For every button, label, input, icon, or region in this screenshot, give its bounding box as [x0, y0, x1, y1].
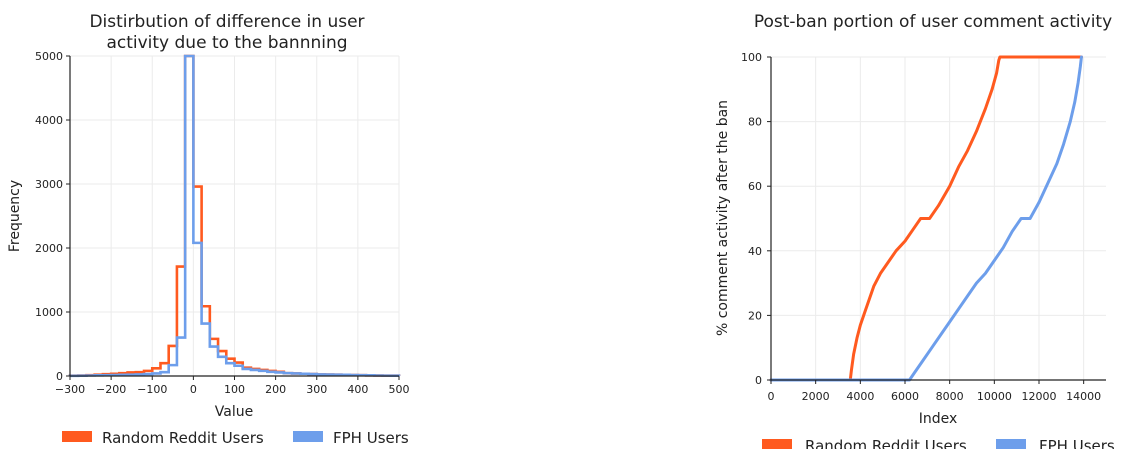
line-series-random-reddit-users — [769, 55, 1083, 382]
histogram-x-tick-label: 200 — [265, 383, 286, 396]
line-chart-y-tick-label: 100 — [741, 51, 762, 64]
line-chart-x-tick-label: 0 — [768, 390, 775, 403]
line-chart-y-tick-label: 60 — [748, 180, 762, 193]
line-chart-ticks: 0 2000 4000 6000 8000 10000 12000 14000 0 20 40 60 8… — [741, 51, 1101, 403]
legend-swatch-fph-users — [293, 431, 323, 442]
histogram-step-fph-users — [68, 54, 401, 378]
histogram-y-tick-label: 5000 — [35, 50, 63, 63]
line-chart-x-tick-label: 8000 — [936, 390, 964, 403]
histogram-y-tick-label: 0 — [56, 370, 63, 383]
histogram-x-tick-label: 400 — [347, 383, 368, 396]
line-chart-y-axis-label: % comment activity after the ban — [715, 100, 731, 336]
line-chart-legend: Random Reddit Users FPH Users — [762, 437, 1115, 449]
legend-label-fph-users-2: FPH Users — [1039, 437, 1115, 449]
line-chart: Post-ban portion of user comment activit… — [715, 12, 1115, 449]
histogram-title-line-2: activity due to the bannning — [106, 33, 347, 53]
line-chart-x-axis-label: Index — [919, 411, 958, 427]
line-chart-x-tick-label: 12000 — [1022, 390, 1057, 403]
line-chart-axes — [770, 57, 1106, 381]
histogram-x-tick-label: −300 — [55, 383, 85, 396]
histogram-series — [68, 54, 401, 378]
histogram-chart: Distirbution of difference in user activ… — [7, 12, 410, 447]
legend-swatch-random-reddit-users-2 — [762, 439, 792, 449]
line-chart-y-tick-label: 20 — [748, 309, 762, 322]
line-chart-y-tick-label: 0 — [755, 374, 762, 387]
histogram-y-tick-label: 4000 — [35, 114, 63, 127]
histogram-y-tick-label: 3000 — [35, 178, 63, 191]
line-chart-series — [769, 55, 1083, 382]
line-chart-y-tick-label: 80 — [748, 116, 762, 129]
line-chart-x-tick-label: 6000 — [891, 390, 919, 403]
histogram-x-tick-label: −100 — [137, 383, 167, 396]
legend-swatch-random-reddit-users — [62, 431, 92, 442]
histogram-y-tick-label: 2000 — [35, 242, 63, 255]
line-chart-y-tick-label: 40 — [748, 245, 762, 258]
legend-label-random-reddit-users: Random Reddit Users — [102, 429, 264, 447]
histogram-x-tick-label: 300 — [306, 383, 327, 396]
histogram-y-axis-label: Frequency — [7, 180, 23, 252]
histogram-x-axis-label: Value — [215, 404, 253, 420]
legend-label-random-reddit-users-2: Random Reddit Users — [805, 437, 967, 449]
legend-label-fph-users: FPH Users — [333, 429, 409, 447]
histogram-x-tick-label: 0 — [190, 383, 197, 396]
histogram-gridlines — [69, 55, 400, 377]
line-chart-title: Post-ban portion of user comment activit… — [754, 12, 1112, 32]
histogram-y-tick-label: 1000 — [35, 306, 63, 319]
line-series-fph-users — [769, 55, 1083, 382]
histogram-x-tick-label: 500 — [389, 383, 410, 396]
histogram-title-line-1: Distirbution of difference in user — [89, 12, 364, 32]
legend-swatch-fph-users-2 — [996, 439, 1026, 449]
histogram-x-tick-label: 100 — [224, 383, 245, 396]
line-chart-x-tick-label: 14000 — [1066, 390, 1101, 403]
line-chart-gridlines — [770, 56, 1106, 381]
histogram-x-tick-label: −200 — [96, 383, 126, 396]
line-chart-x-tick-label: 10000 — [977, 390, 1012, 403]
histogram-ticks: −300 −200 −100 0 100 200 300 400 500010002000300… — [35, 50, 410, 396]
histogram-legend: Random Reddit Users FPH Users — [62, 429, 409, 447]
line-chart-x-tick-label: 2000 — [802, 390, 830, 403]
line-chart-x-tick-label: 4000 — [846, 390, 874, 403]
